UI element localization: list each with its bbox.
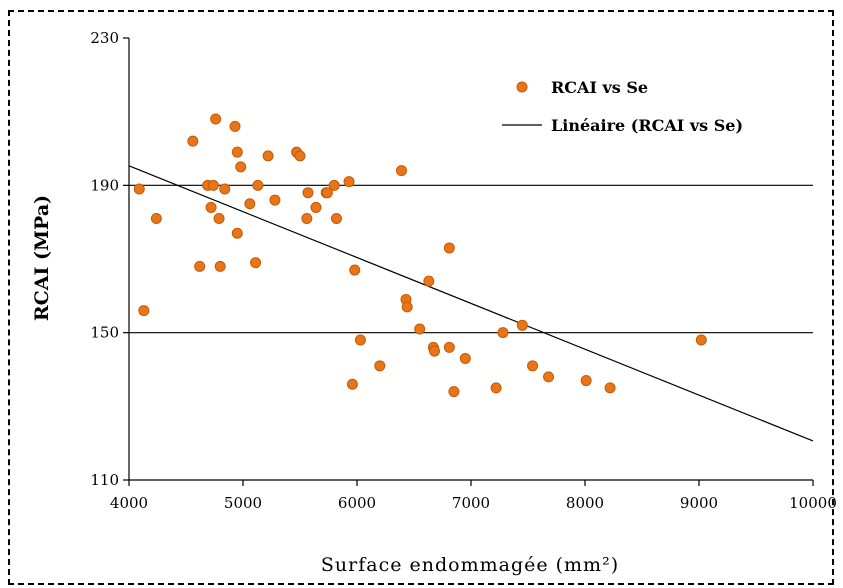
data-point: [231, 227, 243, 239]
data-point: [443, 242, 455, 254]
data-point: [269, 194, 281, 206]
x-tick-label: 6000: [338, 494, 376, 512]
data-point: [231, 146, 243, 158]
data-point: [401, 301, 413, 313]
data-point: [138, 305, 150, 317]
chart-frame: [8, 10, 834, 585]
data-point: [250, 257, 262, 269]
data-point: [207, 179, 219, 191]
data-point: [235, 161, 247, 173]
data-point: [349, 264, 361, 276]
data-point: [321, 187, 333, 199]
data-point: [330, 212, 342, 224]
data-point: [294, 150, 306, 162]
x-tick-label: 5000: [224, 494, 262, 512]
data-point: [187, 135, 199, 147]
x-tick-label: 8000: [566, 494, 604, 512]
data-point: [527, 360, 539, 372]
data-point: [328, 179, 340, 191]
data-point: [150, 212, 162, 224]
data-point: [448, 386, 460, 398]
y-tick-label: 150: [90, 324, 119, 342]
data-point: [194, 260, 206, 272]
data-point: [343, 176, 355, 188]
legend-marker-rcai: [516, 81, 528, 93]
data-point: [580, 375, 592, 387]
data-point: [310, 201, 322, 213]
data-point: [262, 150, 274, 162]
data-point: [229, 120, 241, 132]
data-point: [354, 334, 366, 346]
data-point: [133, 183, 145, 195]
data-point: [414, 323, 426, 335]
data-point: [490, 382, 502, 394]
data-point: [423, 275, 435, 287]
data-point: [429, 345, 441, 357]
x-tick-label: 10000: [789, 494, 837, 512]
x-tick-label: 9000: [680, 494, 718, 512]
legend: RCAI vs Se Linéaire (RCAI vs Se): [502, 78, 743, 135]
data-point: [244, 198, 256, 210]
data-point: [395, 165, 407, 177]
y-axis-label: RCAI (MPa): [31, 195, 53, 321]
data-point: [604, 382, 616, 394]
data-point: [443, 341, 455, 353]
data-point: [543, 371, 555, 383]
legend-label-rcai: RCAI vs Se: [551, 78, 648, 97]
x-tick-label: 4000: [110, 494, 148, 512]
legend-label-linear: Linéaire (RCAI vs Se): [551, 116, 743, 135]
data-point: [497, 327, 509, 339]
data-point: [205, 201, 217, 213]
data-point: [516, 319, 528, 331]
data-point: [213, 212, 225, 224]
data-point: [695, 334, 707, 346]
data-point: [210, 113, 222, 125]
x-axis-label: Surface endommagée (mm²): [321, 554, 619, 576]
y-tick-label: 230: [90, 29, 119, 47]
y-tick-label: 110: [90, 471, 119, 489]
data-point: [301, 212, 313, 224]
data-point: [252, 179, 264, 191]
x-tick-label: 7000: [452, 494, 490, 512]
trend-line: [128, 165, 814, 442]
data-point: [346, 378, 358, 390]
data-point: [214, 260, 226, 272]
data-point: [302, 187, 314, 199]
data-point: [374, 360, 386, 372]
data-point: [459, 352, 471, 364]
y-tick-label: 190: [90, 176, 119, 194]
data-point: [219, 183, 231, 195]
